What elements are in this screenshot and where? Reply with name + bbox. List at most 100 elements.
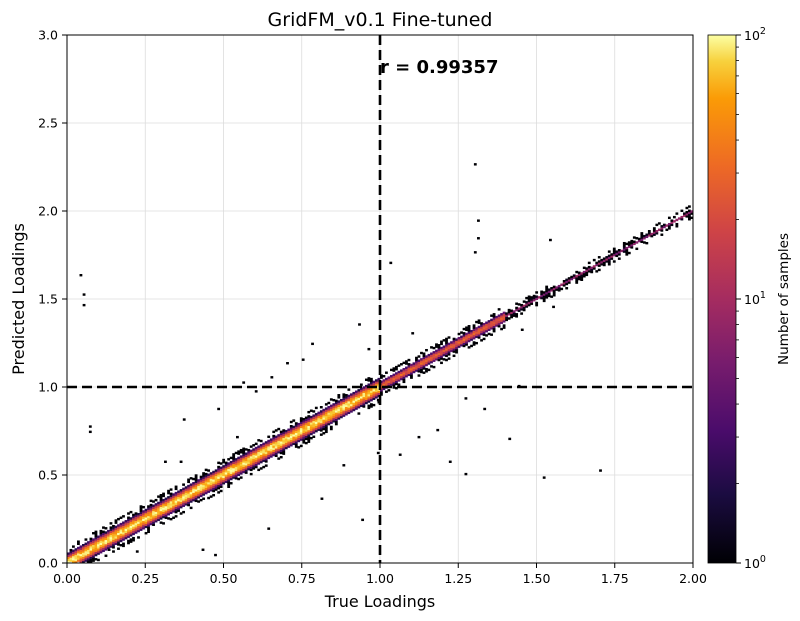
histogram-bin [199,484,203,487]
histogram-bin [264,447,268,450]
histogram-bin [344,408,348,412]
histogram-bin [72,545,75,548]
histogram-bin [117,524,120,527]
histogram-bin [122,534,125,537]
histogram-bin [470,336,473,339]
histogram-bin [480,332,483,336]
histogram-bin [282,431,286,434]
histogram-bin [267,441,271,445]
histogram-bin [395,365,398,369]
histogram-bin [232,453,236,456]
y-tick-label: 2.0 [38,204,58,219]
histogram-bin [362,392,366,396]
histogram-bin [294,439,298,442]
histogram-bin [510,313,514,317]
histogram-bin [187,493,190,496]
histogram-bin [304,435,308,438]
histogram-bin [129,532,133,535]
histogram-bin [400,375,403,379]
histogram-bin [307,423,311,427]
histogram-bin [207,496,211,500]
histogram-bin [535,291,539,294]
histogram-bin [605,260,609,263]
histogram-bin [237,456,241,460]
histogram-bin [279,449,283,453]
histogram-bin [362,396,366,400]
histogram-bin [197,487,201,491]
histogram-bin [292,442,296,446]
histogram-bin [380,391,383,394]
histogram-bin [167,500,170,503]
histogram-bin [172,495,175,498]
histogram-bin [232,461,236,465]
histogram-bin [435,349,438,353]
histogram-bin [234,472,238,476]
histogram-bin [187,478,190,481]
histogram-bin [202,472,206,475]
histogram-bin [410,370,413,373]
histogram-bin [112,543,115,547]
histogram-bin [585,271,589,274]
histogram-bin [595,263,599,267]
histogram-bin [272,443,276,446]
histogram-bin [462,340,466,343]
histogram-bin [88,430,92,434]
histogram-bin [267,444,271,447]
histogram-bin [492,325,496,329]
histogram-bin [177,509,180,512]
histogram-bin [212,483,216,486]
histogram-bin [364,393,368,396]
histogram-bin [77,546,80,550]
histogram-bin [147,517,150,521]
histogram-bin [162,513,165,517]
histogram-bin [104,554,108,557]
histogram-bin [234,477,238,480]
histogram-bin [137,529,140,533]
histogram-bin [572,276,576,279]
histogram-bin [527,299,531,303]
histogram-bin [204,468,208,472]
histogram-bin [359,398,363,401]
histogram-bin [252,454,256,457]
histogram-bin [475,333,478,336]
histogram-bin [94,534,98,538]
histogram-bin [99,532,103,535]
histogram-bin [279,441,283,444]
histogram-bin [680,218,684,221]
histogram-bin [142,527,145,530]
histogram-bin [415,356,418,360]
histogram-bin [427,356,431,359]
histogram-bin [655,230,659,233]
histogram-bin [417,361,421,365]
histogram-bin [77,548,80,552]
histogram-bin [465,334,468,338]
histogram-bin [79,558,83,561]
histogram-bin [547,292,551,296]
histogram-bin [575,275,579,278]
histogram-bin [502,315,506,319]
histogram-bin [405,362,408,365]
histogram-bin [317,426,321,429]
histogram-bin [387,382,391,386]
histogram-bin [364,378,368,381]
histogram-bin [687,218,691,221]
histogram-bin [74,548,78,551]
histogram-bin [244,458,248,462]
histogram-bin [147,511,150,515]
histogram-bin [254,451,258,454]
histogram-bin [252,463,256,466]
histogram-bin [477,237,480,240]
histogram-bin [329,425,333,429]
histogram-bin [347,403,351,406]
histogram-bin [189,491,193,495]
histogram-bin [129,517,133,520]
histogram-bin [525,305,529,308]
histogram-bin [239,472,243,475]
histogram-bin [259,467,263,470]
histogram-bin [267,448,271,451]
histogram-bin [202,476,206,479]
histogram-bin [212,481,216,484]
histogram-bin [492,329,496,333]
histogram-bin [82,303,86,307]
histogram-bin [147,530,150,534]
